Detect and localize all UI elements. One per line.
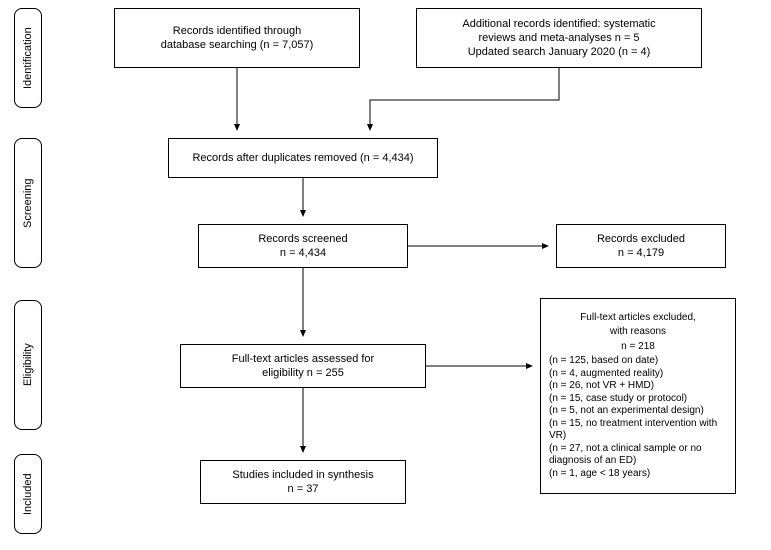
node-line: n = 4,434 [280,246,326,260]
node-line: database searching (n = 7,057) [161,38,314,52]
node-line: Full-text articles assessed for [232,352,374,366]
stage-identification: Identification [14,8,42,108]
node-line: Records identified through [173,24,301,38]
ft-excluded-reason: (n = 5, not an experimental design) [549,405,727,418]
ft-excluded-reason: (n = 26, not VR + HMD) [549,380,727,393]
ft-excluded-reason: (n = 125, based on date) [549,355,727,368]
node-after-duplicates: Records after duplicates removed (n = 4,… [168,138,438,178]
ft-excluded-reason: (n = 27, not a clinical sample or no dia… [549,443,727,468]
node-line: Studies included in synthesis [232,468,373,482]
node-line: Additional records identified: systemati… [462,17,655,31]
stage-screening: Screening [14,138,42,268]
ft-excluded-reason: (n = 4, augmented reality) [549,368,727,381]
ft-excluded-header: Full-text articles excluded, [549,312,727,325]
node-additional: Additional records identified: systemati… [416,8,702,68]
fulltext-excluded-content: Full-text articles excluded, with reason… [549,312,727,481]
node-line: eligibility n = 255 [262,366,344,380]
stage-label-text: Identification [22,27,34,89]
node-synthesis: Studies included in synthesis n = 37 [200,460,406,504]
node-line: Updated search January 2020 (n = 4) [468,45,651,59]
ft-excluded-header: with reasons [549,326,727,339]
node-screened: Records screened n = 4,434 [198,224,408,268]
ft-excluded-reason: (n = 15, no treatment intervention with … [549,418,727,443]
node-line: n = 4,179 [618,246,664,260]
ft-excluded-reason: (n = 15, case study or protocol) [549,393,727,406]
stage-eligibility: Eligibility [14,300,42,430]
stage-label-text: Included [22,473,34,515]
node-line: reviews and meta-analyses n = 5 [478,31,639,45]
node-line: Records excluded [597,232,685,246]
stage-label-text: Screening [22,178,34,228]
node-line: Records screened [258,232,347,246]
node-line: n = 37 [288,482,319,496]
node-db-search: Records identified through database sear… [114,8,360,68]
node-line: Records after duplicates removed (n = 4,… [192,151,413,165]
node-fulltext-excluded: Full-text articles excluded, with reason… [540,298,736,494]
ft-excluded-reason: (n = 1, age < 18 years) [549,468,727,481]
ft-excluded-header: n = 218 [549,341,727,354]
stage-included: Included [14,454,42,534]
stage-label-text: Eligibility [22,344,34,387]
node-excluded: Records excluded n = 4,179 [556,224,726,268]
node-fulltext: Full-text articles assessed for eligibil… [180,344,426,388]
